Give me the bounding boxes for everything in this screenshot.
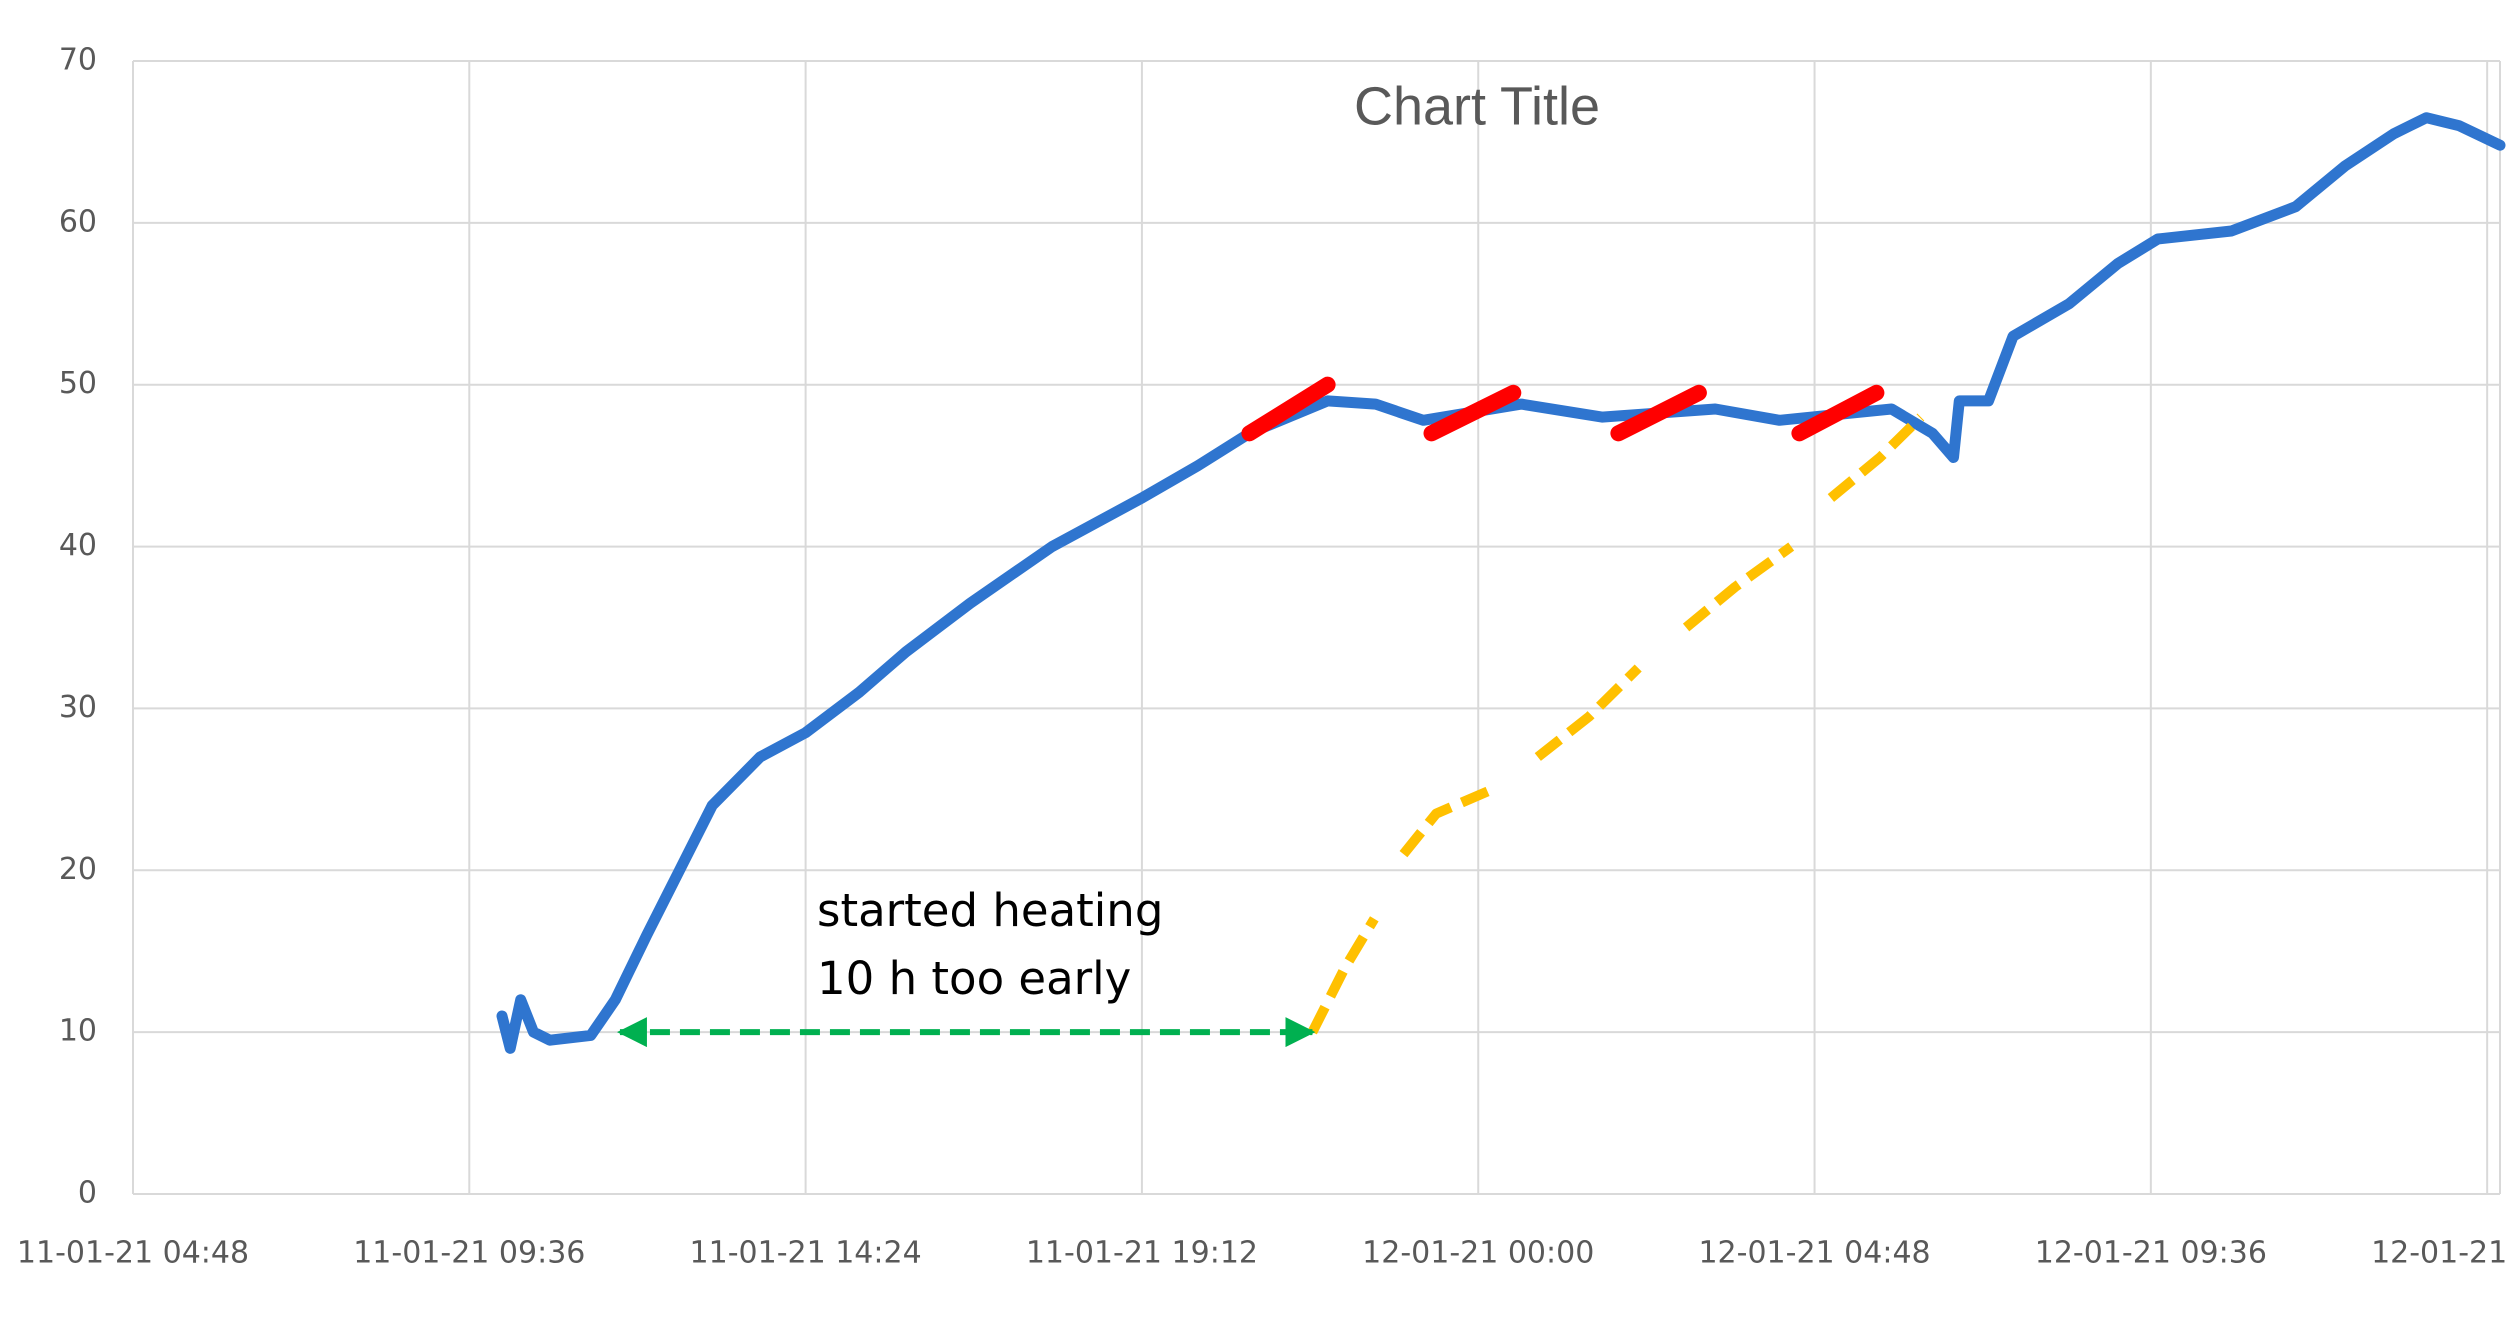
y-tick-label: 50 xyxy=(59,366,97,401)
line-series xyxy=(1307,413,1925,1035)
x-tick-label: 11-01-21 14:24 xyxy=(690,1236,922,1271)
x-tick-label: 12-01-21 14:24 xyxy=(2371,1236,2519,1271)
line-series xyxy=(496,112,2506,1054)
y-tick-label: 40 xyxy=(59,528,97,563)
plot xyxy=(496,112,2506,1054)
y-tick-label: 20 xyxy=(59,852,97,887)
x-tick-label: 12-01-21 04:48 xyxy=(1698,1236,1930,1271)
y-tick-label: 60 xyxy=(59,204,97,239)
y-tick-label: 30 xyxy=(59,690,97,725)
line-series xyxy=(1241,376,1885,442)
x-tick-label: 11-01-21 19:12 xyxy=(1026,1236,1258,1271)
x-tick-label: 12-01-21 09:36 xyxy=(2035,1236,2267,1271)
x-tick-label: 12-01-21 00:00 xyxy=(1362,1236,1594,1271)
y-tick-label: 70 xyxy=(59,43,97,78)
annotation: started heating xyxy=(817,884,1163,937)
x-tick-label: 11-01-21 09:36 xyxy=(353,1236,585,1271)
x-tick-label: 11-01-21 04:48 xyxy=(17,1236,249,1271)
y-tick-label: 0 xyxy=(78,1176,97,1211)
y-tick-label: 10 xyxy=(59,1014,97,1049)
chart-title: Chart Title xyxy=(1354,76,1600,136)
annotation: 10 h too early xyxy=(817,952,1131,1005)
